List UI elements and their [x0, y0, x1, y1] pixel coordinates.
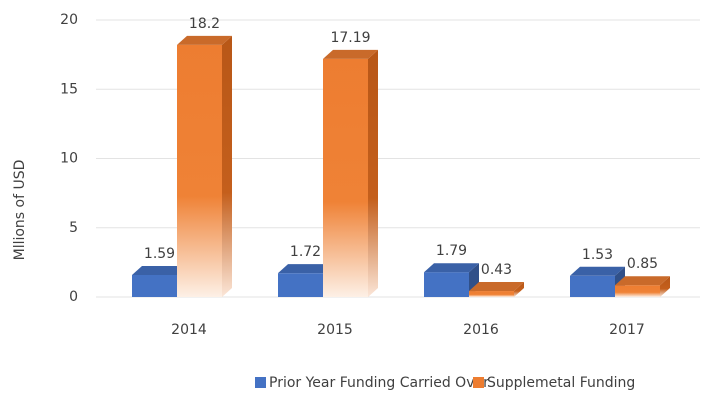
x-tick-label: 2016 [463, 322, 499, 338]
bar-front [570, 275, 615, 297]
bar-front [424, 272, 469, 297]
bar-side [222, 35, 232, 298]
bar-top [132, 265, 187, 275]
value-label: 17.19 [330, 30, 370, 46]
bar [323, 49, 378, 297]
value-label: 1.72 [290, 244, 321, 260]
x-tick-label: 2015 [317, 322, 353, 338]
x-tick-label: 2014 [171, 322, 207, 338]
bar-front [615, 285, 660, 297]
legend-label: Supplemetal Funding [487, 375, 635, 391]
y-tick-label: 20 [60, 12, 78, 28]
value-label: 1.79 [436, 243, 467, 259]
bar [469, 282, 524, 297]
bar-top [469, 282, 524, 292]
bar-front [177, 44, 222, 298]
bar-top [424, 263, 479, 273]
bar-side [368, 49, 378, 297]
legend-marker [255, 377, 266, 388]
value-label: 1.59 [144, 246, 175, 262]
y-tick-label: 15 [60, 81, 78, 97]
y-tick-label: 0 [69, 289, 78, 305]
y-axis-label: Mllions of USD [12, 160, 28, 261]
legend-marker [473, 377, 484, 388]
value-label: 0.85 [627, 256, 658, 272]
bar-front [323, 58, 368, 297]
bar-top [615, 276, 670, 286]
bar-top [278, 264, 333, 274]
bar-top [570, 266, 625, 276]
value-label: 1.53 [582, 247, 613, 263]
bar-side [660, 276, 670, 297]
x-tick-label: 2017 [609, 322, 645, 338]
bar [177, 35, 232, 298]
bar [424, 263, 479, 297]
bar-front [278, 273, 323, 297]
bar-top [323, 49, 378, 59]
bar-side [514, 282, 524, 297]
bar-front [132, 274, 177, 297]
bar-top [177, 35, 232, 45]
value-label: 0.43 [481, 262, 512, 278]
legend-label: Prior Year Funding Carried Over [269, 375, 489, 391]
y-tick-label: 10 [60, 151, 78, 167]
value-label: 18.2 [189, 16, 220, 32]
bar-front [469, 291, 514, 297]
y-tick-label: 5 [69, 220, 78, 236]
bar [615, 276, 670, 297]
